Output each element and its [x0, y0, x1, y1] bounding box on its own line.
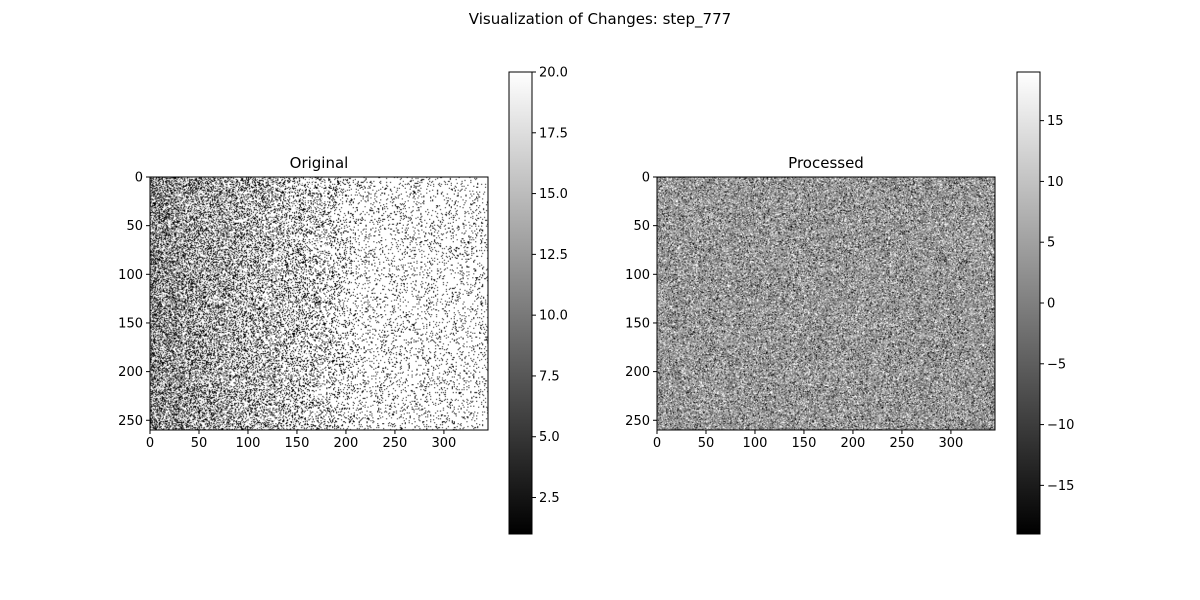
x-tick-label: 200	[841, 436, 866, 451]
y-tick-label: 200	[118, 365, 143, 380]
colorbar-tick-label: 15	[1047, 114, 1064, 129]
colorbar-tick-label: 2.5	[539, 491, 560, 506]
y-tick-label: 50	[126, 219, 143, 234]
processed-x-ticks: 0 50 100 150 200 250 300	[653, 430, 963, 451]
x-tick-label: 250	[890, 436, 915, 451]
original-title: Original	[290, 154, 349, 172]
colorbar-tick-label: 20.0	[539, 66, 568, 81]
processed-axes-frame	[656, 176, 996, 431]
colorbar-tick-label: 10.0	[539, 309, 568, 324]
x-tick-label: 200	[334, 436, 359, 451]
original-x-ticks: 0 50 100 150 200 250 300	[146, 430, 456, 451]
figure-title: Visualization of Changes: step_777	[469, 10, 731, 29]
x-tick-label: 0	[146, 436, 154, 451]
colorbar-tick-label: 15.0	[539, 187, 568, 202]
y-tick-label: 250	[625, 414, 650, 429]
y-tick-label: 0	[135, 171, 143, 186]
original-image	[150, 177, 488, 430]
x-tick-label: 100	[743, 436, 768, 451]
x-tick-label: 250	[383, 436, 408, 451]
y-tick-label: 200	[625, 365, 650, 380]
original-colorbar-ticks: 2.5 5.0 7.5 10.0 12.5 15.0 17.5 20.0	[532, 66, 568, 506]
colorbar-tick-label: 10	[1047, 175, 1064, 190]
x-tick-label: 50	[698, 436, 715, 451]
processed-image	[657, 177, 995, 430]
y-tick-label: 0	[642, 171, 650, 186]
processed-title: Processed	[788, 154, 864, 172]
colorbar-tick-label: 5	[1047, 236, 1055, 251]
colorbar-tick-label: −15	[1047, 479, 1074, 494]
colorbar-tick-label: 5.0	[539, 430, 560, 445]
colorbar-tick-label: −5	[1047, 357, 1066, 372]
x-tick-label: 300	[938, 436, 963, 451]
colorbar-tick-label: 17.5	[539, 126, 568, 141]
y-tick-label: 150	[118, 316, 143, 331]
processed-y-ticks: 0 50 100 150 200 250	[625, 171, 657, 429]
y-tick-label: 100	[625, 268, 650, 283]
x-tick-label: 150	[792, 436, 817, 451]
y-tick-label: 50	[633, 219, 650, 234]
x-tick-label: 300	[431, 436, 456, 451]
colorbar-tick-label: 12.5	[539, 248, 568, 263]
original-colorbar	[508, 71, 533, 535]
x-tick-label: 100	[236, 436, 261, 451]
colorbar-tick-label: −10	[1047, 418, 1074, 433]
processed-colorbar-ticks: −15 −10 −5 0 5 10 15	[1040, 114, 1074, 494]
original-panel: Original 0 50 100 150 200 250 300 0 50 100 150 200…	[118, 66, 568, 535]
y-tick-label: 250	[118, 414, 143, 429]
y-tick-label: 150	[625, 316, 650, 331]
x-tick-label: 150	[285, 436, 310, 451]
x-tick-label: 50	[191, 436, 208, 451]
original-axes-frame	[149, 176, 489, 431]
x-tick-label: 0	[653, 436, 661, 451]
processed-panel: Processed 0 50 100 150 200 250 300 05010015020…	[625, 71, 1074, 535]
colorbar-tick-label: 0	[1047, 297, 1055, 312]
original-y-ticks: 0 50 100 150 200 250	[118, 171, 150, 429]
y-tick-label: 100	[118, 268, 143, 283]
processed-colorbar	[1016, 71, 1041, 535]
colorbar-tick-label: 7.5	[539, 369, 560, 384]
